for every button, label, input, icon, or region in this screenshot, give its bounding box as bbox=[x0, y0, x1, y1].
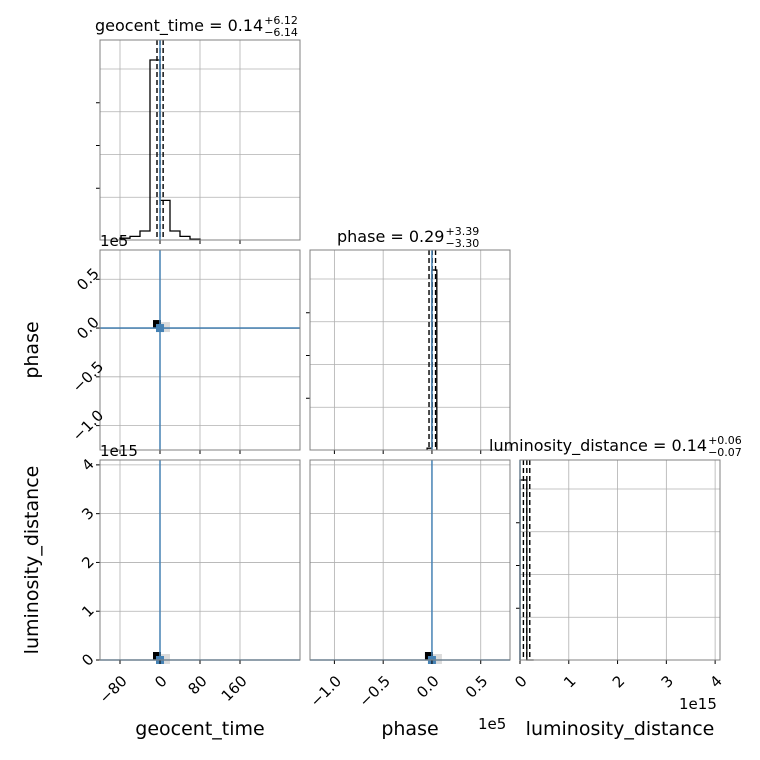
ytick-label: 0 bbox=[78, 650, 97, 669]
ytick-label: 2 bbox=[78, 553, 97, 572]
xlabel-luminosity-distance: luminosity_distance bbox=[526, 718, 715, 740]
title-main: phase = 0.29 bbox=[337, 227, 444, 246]
title-minus: −0.07 bbox=[708, 446, 742, 459]
xtick-label: 1 bbox=[560, 672, 579, 691]
panel-frame bbox=[309, 459, 511, 661]
xtick-label: 80 bbox=[185, 672, 211, 698]
panel-geocent_time-vs-luminosity_distance bbox=[96, 459, 301, 664]
title-main: geocent_time = 0.14 bbox=[95, 16, 263, 36]
title-plus: +6.12 bbox=[264, 14, 298, 27]
offset-text-ld-x: 1e15 bbox=[679, 695, 717, 713]
title-plus: +0.06 bbox=[708, 434, 742, 447]
xtick-label: 3 bbox=[658, 672, 677, 691]
xtick-label: −1.0 bbox=[307, 672, 345, 710]
hist-panel-geocent_time: geocent_time = 0.14 +6.12−6.14 bbox=[95, 14, 301, 244]
ytick-label: 3 bbox=[78, 504, 97, 523]
title-main: luminosity_distance = 0.14 bbox=[489, 436, 707, 456]
title-minus: −3.30 bbox=[445, 237, 479, 250]
xtick-label: 0 bbox=[151, 672, 170, 691]
title-minus: −6.14 bbox=[264, 26, 298, 39]
title-plus: +3.39 bbox=[445, 225, 479, 238]
xtick-label: 0 bbox=[511, 672, 530, 691]
offset-text-phase-y: 1e5 bbox=[100, 232, 128, 250]
xtick-label: 4 bbox=[706, 672, 725, 691]
hist-title-geocent_time: geocent_time = 0.14 +6.12−6.14 bbox=[95, 14, 298, 39]
hist-title-luminosity_distance: luminosity_distance = 0.14 +0.06−0.07 bbox=[489, 434, 742, 459]
hist-frame bbox=[99, 39, 301, 241]
ylabel-phase: phase bbox=[21, 321, 43, 378]
xtick-label: 0.5 bbox=[462, 672, 492, 702]
ylabel-luminosity-distance: luminosity_distance bbox=[21, 466, 43, 655]
xtick-label: 160 bbox=[218, 672, 251, 705]
panel-frame bbox=[99, 459, 301, 661]
hist-panel-phase: phase = 0.29 +3.39−3.30 bbox=[306, 225, 511, 454]
panel-frame bbox=[99, 249, 301, 451]
xlabel-geocent-time: geocent_time bbox=[135, 718, 264, 740]
truth-marker bbox=[156, 324, 164, 333]
ytick-label: 1 bbox=[78, 601, 97, 620]
xtick-label: −80 bbox=[96, 672, 131, 707]
xtick-label: 0.0 bbox=[413, 672, 443, 702]
ytick-label: 4 bbox=[78, 455, 97, 474]
hist-frame bbox=[519, 459, 721, 661]
xtick-label: 2 bbox=[609, 672, 628, 691]
ytick-label: 0.0 bbox=[73, 313, 103, 343]
offset-text-phase-x: 1e5 bbox=[478, 715, 506, 733]
offset-text-ld-y: 1e15 bbox=[100, 442, 138, 460]
panel-geocent_time-vs-phase bbox=[96, 249, 301, 454]
ytick-label: 0.5 bbox=[73, 264, 103, 294]
xtick-label: −0.5 bbox=[355, 672, 393, 710]
panel-phase-vs-luminosity_distance bbox=[309, 459, 511, 664]
xlabel-phase: phase bbox=[381, 718, 438, 740]
hist-title-phase: phase = 0.29 +3.39−3.30 bbox=[337, 225, 479, 250]
hist-frame bbox=[309, 249, 511, 451]
hist-panel-luminosity_distance: luminosity_distance = 0.14 +0.06−0.07 bbox=[489, 434, 742, 664]
